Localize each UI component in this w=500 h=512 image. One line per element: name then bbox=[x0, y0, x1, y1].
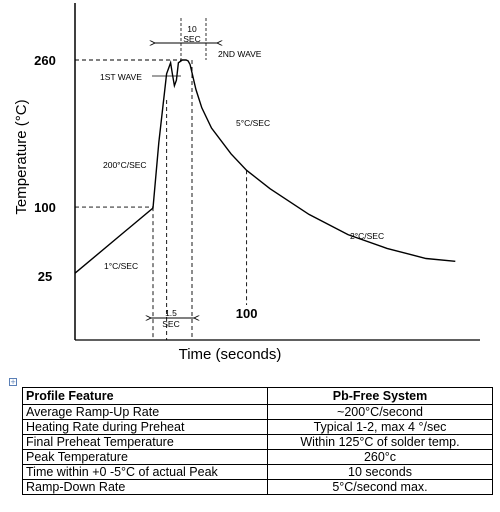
profile-feature-table: Profile Feature Pb-Free System Average R… bbox=[22, 387, 493, 495]
row-feature-cell: Final Preheat Temperature bbox=[22, 434, 268, 450]
x-tick-label: 100 bbox=[236, 306, 258, 321]
y-tick-label: 100 bbox=[34, 200, 56, 215]
y-axis-label: Temperature (°C) bbox=[13, 99, 30, 214]
y-tick-label: 260 bbox=[34, 53, 56, 68]
reflow-profile-chart: Time (seconds) Temperature (°C) 25 100 260… bbox=[13, 3, 480, 363]
header-profile-feature: Profile Feature bbox=[22, 387, 268, 405]
ten-sec-label-unit: SEC bbox=[183, 34, 200, 44]
row-value-cell: ~200°C/second bbox=[267, 404, 493, 420]
cool-down-rate-label: 2°C/SEC bbox=[350, 231, 384, 241]
row-feature-cell: Time within +0 -5°C of actual Peak bbox=[22, 464, 268, 480]
table-row: Final Preheat Temperature Within 125°C o… bbox=[22, 434, 493, 450]
table-row: Peak Temperature 260°c bbox=[22, 449, 493, 465]
row-value-cell: 5°C/second max. bbox=[267, 479, 493, 495]
preheat-rate-label: 1°C/SEC bbox=[104, 261, 138, 271]
one-five-sec-label-value: 1.5 bbox=[165, 308, 177, 318]
first-wave-label: 1ST WAVE bbox=[100, 72, 142, 82]
table-header-row: Profile Feature Pb-Free System bbox=[22, 387, 493, 405]
ramp-down-rate-label: 5°C/SEC bbox=[236, 118, 270, 128]
x-axis-label: Time (seconds) bbox=[179, 346, 282, 363]
row-feature-cell: Heating Rate during Preheat bbox=[22, 419, 268, 435]
profile-table-container: Profile Feature Pb-Free System Average R… bbox=[22, 387, 493, 495]
one-five-sec-label-unit: SEC bbox=[162, 319, 179, 329]
row-value-cell: 10 seconds bbox=[267, 464, 493, 480]
ten-sec-label-value: 10 bbox=[187, 24, 197, 34]
ramp-up-rate-label: 200°C/SEC bbox=[103, 160, 147, 170]
row-value-cell: 260°c bbox=[267, 449, 493, 465]
row-feature-cell: Average Ramp-Up Rate bbox=[22, 404, 268, 420]
table-select-handle-icon[interactable]: + bbox=[9, 378, 17, 386]
row-value-cell: Within 125°C of solder temp. bbox=[267, 434, 493, 450]
table-row: Average Ramp-Up Rate ~200°C/second bbox=[22, 404, 493, 420]
table-row: Ramp-Down Rate 5°C/second max. bbox=[22, 479, 493, 495]
temperature-profile-line bbox=[74, 59, 456, 274]
y-tick-label: 25 bbox=[38, 269, 52, 284]
row-value-cell: Typical 1-2, max 4 °/sec bbox=[267, 419, 493, 435]
header-pb-free-system: Pb-Free System bbox=[267, 387, 493, 405]
row-feature-cell: Ramp-Down Rate bbox=[22, 479, 268, 495]
row-feature-cell: Peak Temperature bbox=[22, 449, 268, 465]
table-row: Time within +0 -5°C of actual Peak 10 se… bbox=[22, 464, 493, 480]
second-wave-label: 2ND WAVE bbox=[218, 49, 262, 59]
table-row: Heating Rate during Preheat Typical 1-2,… bbox=[22, 419, 493, 435]
